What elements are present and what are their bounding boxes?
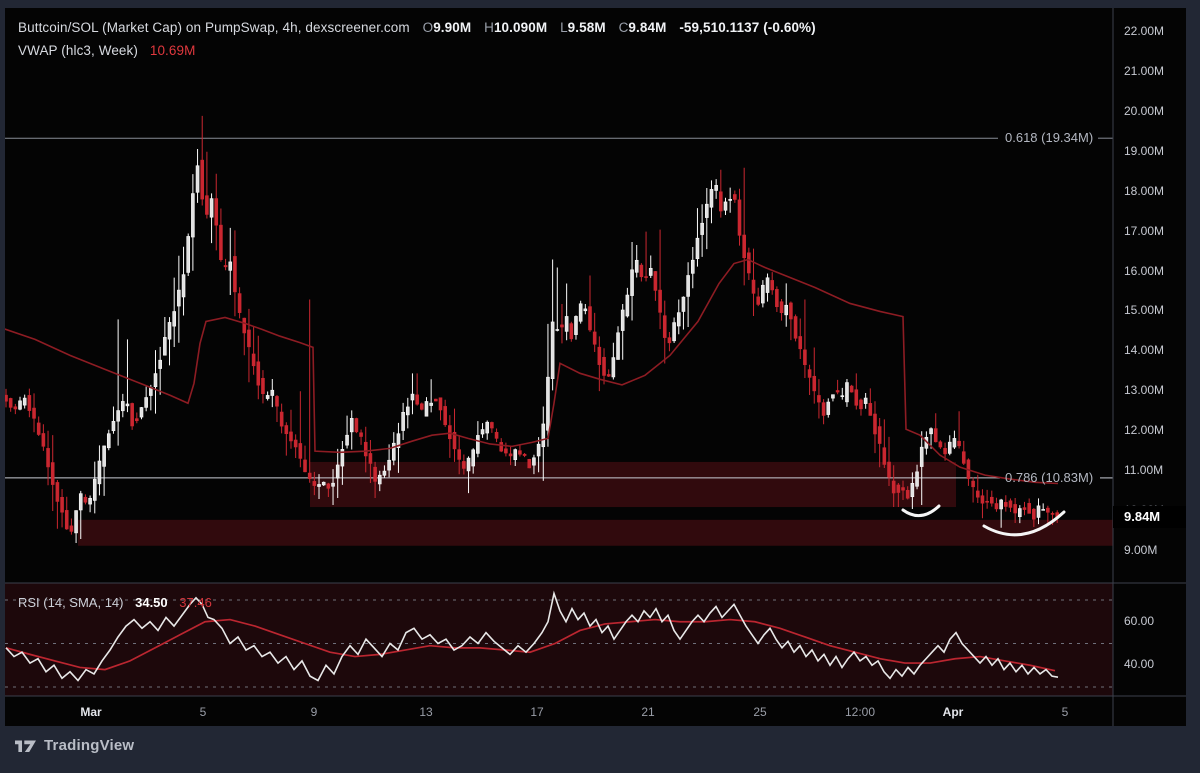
time-axis-label: 5: [1061, 705, 1069, 719]
rsi-sma-line: [5, 618, 1056, 672]
arc-annotation-1[interactable]: [901, 504, 941, 518]
time-axis-label: 12:00: [844, 705, 876, 719]
time-axis-label: 9: [310, 705, 318, 719]
rsi-pane-bg: [5, 583, 1113, 696]
time-axis-label: 17: [530, 705, 544, 719]
time-axis-label: 21: [641, 705, 655, 719]
price-axis-label: 18.00M: [1124, 183, 1165, 198]
time-axis-label: Mar: [80, 705, 102, 719]
tradingview-icon: [15, 740, 36, 752]
rsi-axis-label: 40.00: [1124, 657, 1155, 672]
price-axis-label: 9.00M: [1124, 542, 1158, 557]
price-axis-label: 10.00M: [1124, 503, 1165, 518]
tradingview-logo[interactable]: TradingView: [14, 737, 134, 754]
time-axis-label: 5: [199, 705, 207, 719]
time-axis-label: 13: [419, 705, 433, 719]
rsi-axis-label: 60.00: [1124, 613, 1155, 628]
price-axis-label: 13.00M: [1124, 383, 1165, 398]
arc-annotation-2[interactable]: [982, 510, 1066, 537]
rsi-pane[interactable]: [5, 590, 1113, 688]
price-axis-label: 16.00M: [1124, 263, 1165, 278]
price-axis-label: 22.00M: [1124, 24, 1165, 38]
supply-demand-zone-2: [78, 519, 1113, 546]
price-axis-label: 19.00M: [1124, 143, 1165, 158]
price-axis-label: 21.00M: [1124, 63, 1165, 78]
time-axis-label: Apr: [942, 705, 964, 719]
price-axis-label: 12.00M: [1124, 423, 1165, 438]
price-axis-label: 20.00M: [1124, 103, 1165, 118]
supply-demand-zone-1: [310, 461, 956, 508]
price-axis-label: 14.00M: [1124, 343, 1165, 358]
main-pane[interactable]: [0, 115, 1113, 546]
price-axis-label: 15.00M: [1124, 303, 1165, 318]
price-axis-label: 17.00M: [1124, 223, 1165, 238]
price-axis[interactable]: 22.00M 21.00M 20.00M 19.00M 18.00M 17.00M 16.0…: [1113, 8, 1186, 696]
price-axis-label: 11.00M: [1124, 463, 1164, 478]
time-axis-label: 25: [753, 705, 767, 719]
time-axis[interactable]: Mar 5 9 13 17 21 25 12:00 Apr 5: [5, 696, 1186, 726]
tradingview-text: TradingView: [44, 737, 135, 754]
vwap-line[interactable]: [0, 258, 1059, 485]
candles: [5, 159, 1059, 534]
rsi-line: [5, 590, 1059, 682]
